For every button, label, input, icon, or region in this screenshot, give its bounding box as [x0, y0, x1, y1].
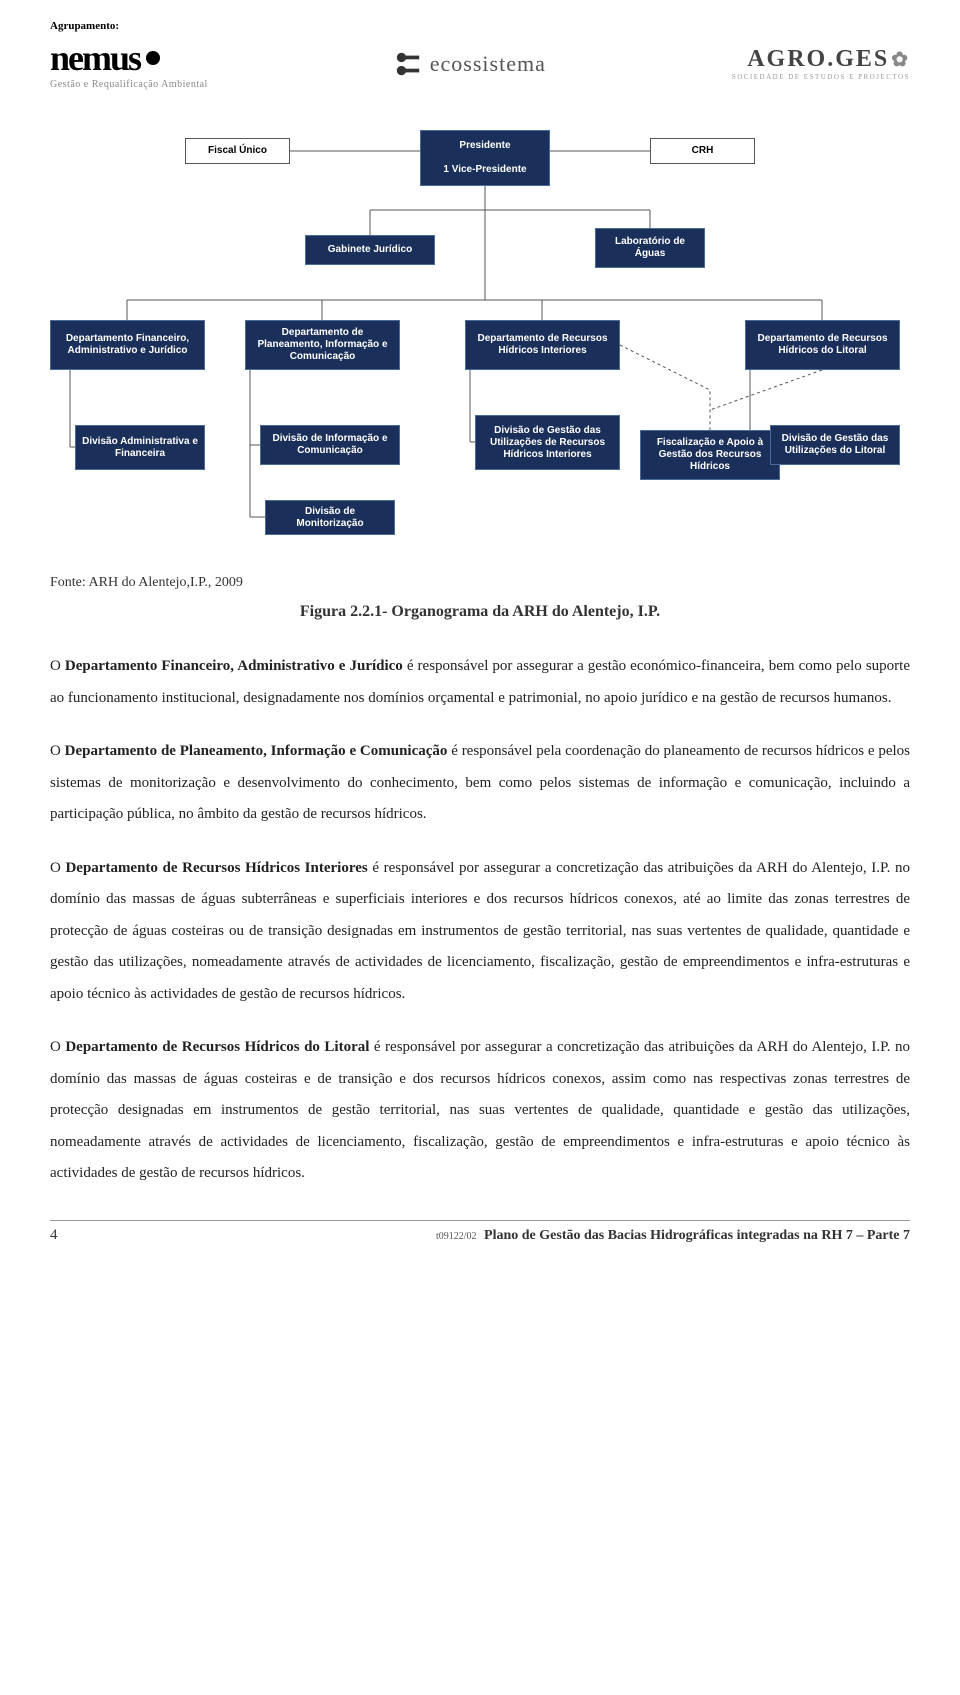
logo-agro-text: AGRO.GES [747, 46, 889, 73]
org-node-v3b: Fiscalização e Apoio à Gestão dos Recurs… [640, 430, 780, 480]
paragraph-0: O Departamento Financeiro, Administrativ… [50, 651, 910, 714]
leaf-icon: ✿ [891, 47, 910, 72]
logo-nemus-name: nemus [50, 37, 208, 79]
paragraph-2: O Departamento de Recursos Hídricos Inte… [50, 853, 910, 1011]
logo-agro-name: AGRO.GES✿ [747, 46, 910, 73]
page-footer: 4 t09122/02 Plano de Gestão das Bacias H… [50, 1220, 910, 1244]
logo-agro-sub: SOCIEDADE DE ESTUDOS E PROJECTOS [732, 73, 910, 81]
org-node-lab: Laboratório de Águas [595, 228, 705, 268]
logos-row: nemus Gestão e Requalificação Ambiental … [50, 37, 910, 90]
org-node-gabj: Gabinete Jurídico [305, 235, 435, 265]
logo-agroges: AGRO.GES✿ SOCIEDADE DE ESTUDOS E PROJECT… [732, 46, 910, 81]
logo-nemus-sub: Gestão e Requalificação Ambiental [50, 79, 208, 90]
org-node-v4: Divisão de Gestão das Utilizações do Lit… [770, 425, 900, 465]
org-chart: Fiscal Único Presidente1 Vice-Presidente C… [50, 130, 910, 550]
org-node-v2b: Divisão de Monitorização [265, 500, 395, 535]
org-node-fiscal: Fiscal Único [185, 138, 290, 164]
body-text: O Departamento Financeiro, Administrativ… [50, 651, 910, 1190]
org-node-d3: Departamento de Recursos Hídricos Interi… [465, 320, 620, 370]
org-node-d2: Departamento de Planeamento, Informação … [245, 320, 400, 370]
org-node-d4: Departamento de Recursos Hídricos do Lit… [745, 320, 900, 370]
page-header: Agrupamento: nemus Gestão e Requalificaç… [50, 20, 910, 90]
org-node-v2a: Divisão de Informação e Comunicação [260, 425, 400, 465]
paragraph-3: O Departamento de Recursos Hídricos do L… [50, 1032, 910, 1190]
paragraph-1: O Departamento de Planeamento, Informaçã… [50, 736, 910, 831]
org-node-pres: Presidente1 Vice-Presidente [420, 130, 550, 186]
figure-caption: Figura 2.2.1- Organograma da ARH do Alen… [50, 603, 910, 621]
agrupamento-label: Agrupamento: [50, 20, 910, 32]
footer-title: t09122/02 Plano de Gestão das Bacias Hid… [436, 1228, 910, 1244]
org-node-v3a: Divisão de Gestão das Utilizações de Rec… [475, 415, 620, 470]
org-node-crh: CRH [650, 138, 755, 164]
org-node-d1: Departamento Financeiro, Administrativo … [50, 320, 205, 370]
dot-icon [146, 51, 160, 65]
logo-nemus-text: nemus [50, 37, 140, 79]
footer-title-text: Plano de Gestão das Bacias Hidrográficas… [484, 1228, 910, 1243]
logo-eco-text: ecossistema [430, 51, 546, 77]
org-node-v1: Divisão Administrativa e Financeira [75, 425, 205, 470]
figure-source: Fonte: ARH do Alentejo,I.P., 2009 [50, 575, 910, 591]
page-number: 4 [50, 1227, 58, 1244]
logo-nemus: nemus Gestão e Requalificação Ambiental [50, 37, 208, 90]
logo-ecossistema: ecossistema [394, 50, 546, 78]
ecossistema-icon [394, 50, 422, 78]
footer-code: t09122/02 [436, 1231, 477, 1242]
